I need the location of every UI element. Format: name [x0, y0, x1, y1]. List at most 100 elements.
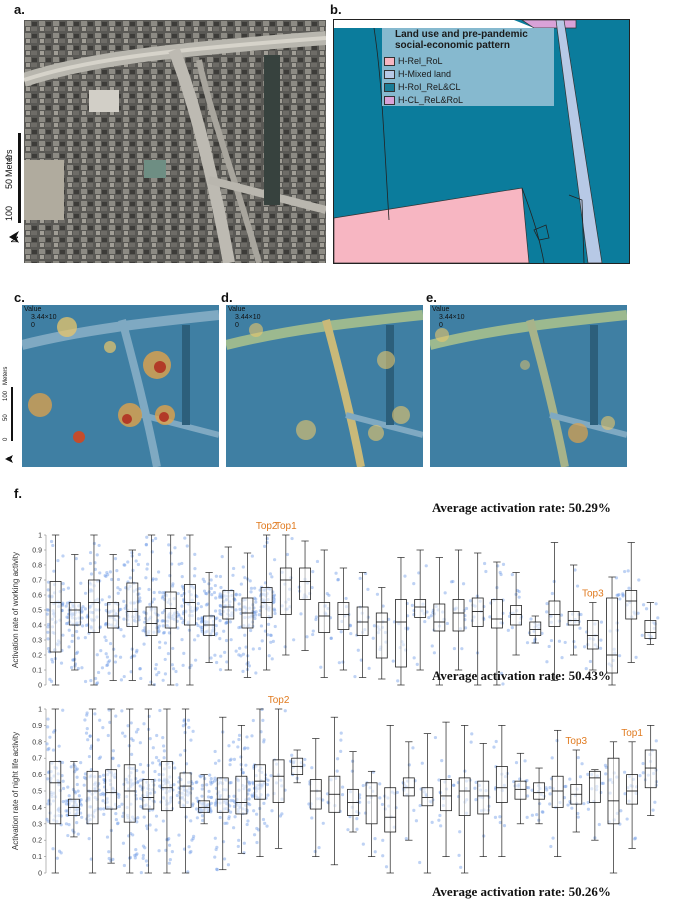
data-point	[111, 756, 115, 761]
data-point	[244, 763, 248, 767]
data-point	[310, 816, 314, 820]
data-point	[189, 663, 193, 667]
data-point	[104, 608, 108, 613]
box-group	[371, 587, 391, 680]
heatmap-e	[430, 305, 627, 467]
data-point	[237, 653, 241, 657]
data-point	[66, 785, 70, 789]
data-point	[243, 746, 247, 750]
data-point	[170, 584, 175, 588]
data-point	[579, 612, 583, 617]
north-arrow-icon	[9, 231, 19, 243]
data-point	[75, 767, 79, 771]
data-point	[192, 834, 196, 838]
data-point	[626, 569, 630, 573]
data-point	[510, 573, 514, 577]
data-point	[502, 824, 507, 828]
data-point	[65, 622, 69, 626]
data-point	[87, 754, 92, 759]
data-point	[75, 782, 79, 787]
data-point	[238, 607, 242, 611]
data-point	[273, 611, 277, 616]
data-point	[329, 636, 333, 641]
data-point	[242, 747, 246, 751]
box-iqr	[309, 779, 322, 810]
data-point	[119, 678, 124, 682]
y-tick-label: 0	[38, 871, 42, 878]
data-point	[290, 753, 294, 757]
data-point	[202, 579, 207, 584]
data-point	[46, 802, 50, 806]
data-point	[547, 644, 551, 649]
heat-legend-d: Value 3.44×10 0	[228, 306, 261, 330]
data-point	[141, 629, 145, 633]
data-point	[269, 774, 273, 778]
data-point	[231, 798, 235, 803]
data-point	[195, 816, 199, 820]
box-group	[307, 738, 325, 857]
data-point	[190, 804, 195, 808]
box-iqr	[440, 779, 452, 812]
data-point	[206, 795, 211, 799]
data-point	[120, 802, 124, 806]
box-iqr	[495, 766, 508, 803]
data-point	[139, 870, 143, 875]
data-point	[232, 566, 236, 571]
data-point	[381, 854, 385, 858]
data-point	[73, 662, 78, 666]
data-point	[98, 571, 102, 575]
data-point	[89, 746, 93, 750]
y-tick-label: 0.5	[32, 608, 42, 615]
data-point	[236, 844, 240, 849]
box-group	[530, 767, 549, 825]
box-iqr	[279, 567, 292, 615]
data-point	[222, 629, 226, 633]
data-point	[88, 561, 93, 566]
data-point	[242, 841, 246, 845]
data-point	[133, 853, 137, 858]
data-point	[154, 814, 159, 818]
data-point	[218, 668, 223, 672]
data-point	[440, 759, 444, 763]
data-point	[83, 679, 88, 684]
data-point	[562, 795, 567, 800]
data-point	[133, 856, 137, 860]
data-point	[575, 584, 580, 588]
scale-tick-0: 0	[4, 154, 14, 160]
data-point	[129, 670, 133, 674]
y-tick-label: 0.2	[32, 653, 42, 660]
box-iqr	[272, 759, 285, 803]
heat-legend-min: 0	[235, 322, 239, 329]
data-point	[233, 815, 237, 819]
heatmap-c	[22, 305, 219, 467]
data-point	[228, 763, 232, 767]
data-point	[131, 738, 135, 742]
box-iqr	[458, 777, 471, 816]
data-point	[134, 797, 139, 801]
data-point	[209, 777, 213, 781]
data-point	[350, 759, 355, 763]
data-point	[64, 802, 68, 806]
data-point	[95, 653, 99, 657]
y-tick-label: 0.4	[32, 805, 42, 812]
data-point	[108, 720, 112, 724]
data-point	[82, 783, 86, 787]
data-point	[205, 592, 209, 596]
data-point	[334, 571, 338, 575]
data-point	[199, 605, 203, 609]
box-group	[83, 534, 105, 686]
data-point	[218, 592, 222, 596]
data-point	[623, 792, 627, 796]
data-point	[598, 646, 603, 650]
data-point	[498, 570, 502, 575]
data-point	[512, 779, 516, 784]
data-point	[415, 662, 419, 666]
data-point	[113, 660, 118, 664]
data-point	[61, 786, 66, 791]
data-point	[327, 593, 331, 597]
data-point	[578, 626, 582, 630]
data-point	[238, 593, 242, 597]
data-point	[115, 822, 120, 826]
box-iqr	[164, 591, 177, 629]
box-iqr	[533, 782, 545, 800]
